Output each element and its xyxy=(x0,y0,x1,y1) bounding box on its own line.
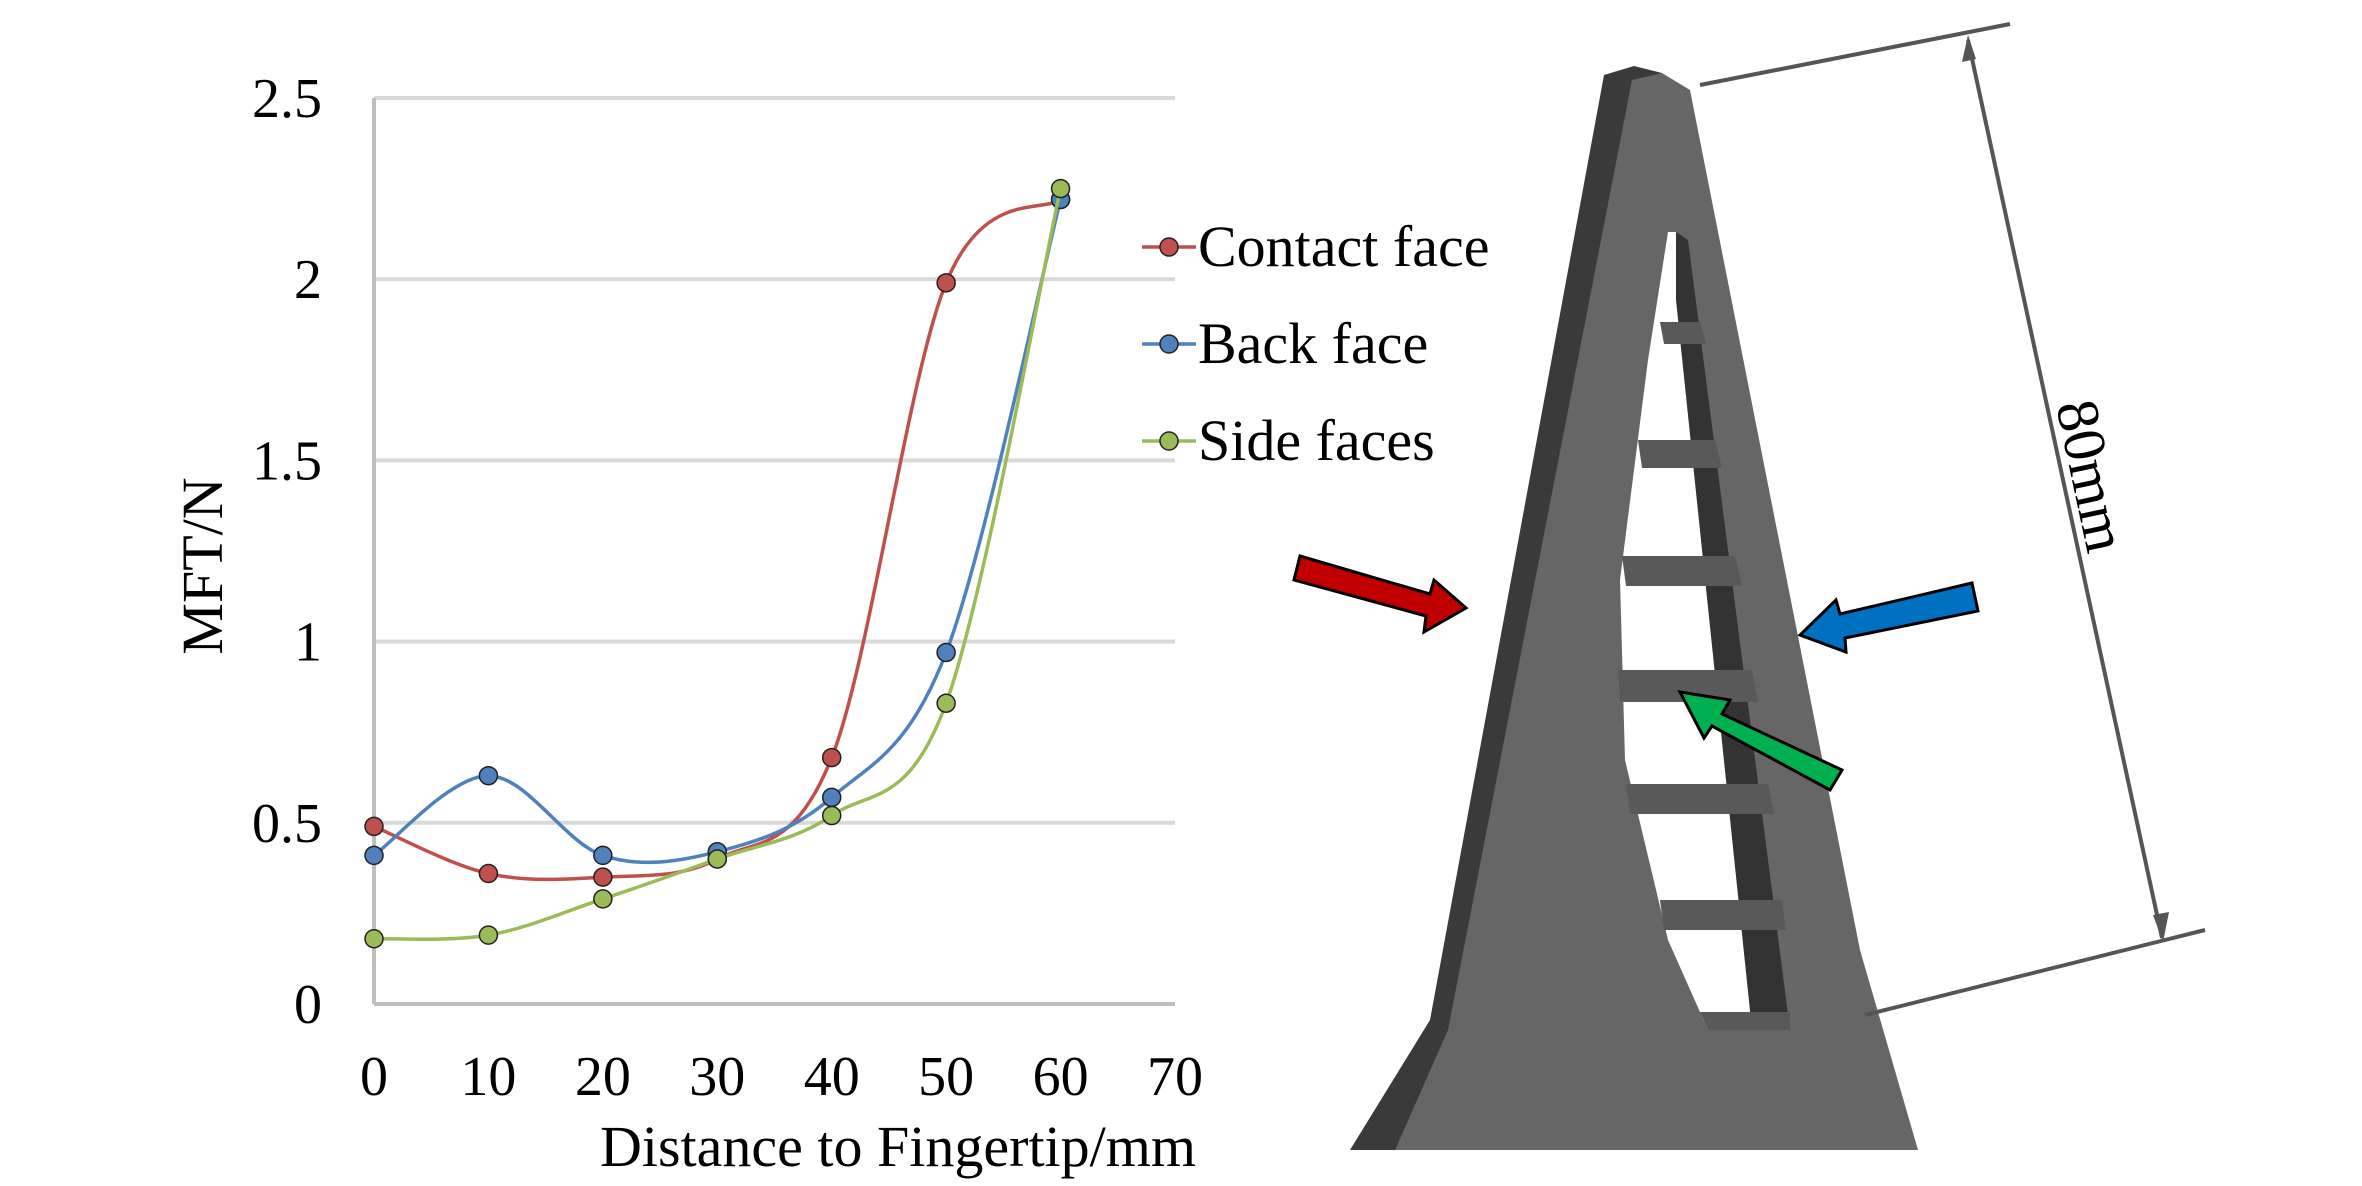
x-tick-labels: 0 10 20 30 40 50 60 70 xyxy=(360,1046,1203,1108)
data-point xyxy=(1050,178,1071,199)
legend-item: Contact face xyxy=(1142,214,1489,279)
data-point xyxy=(364,929,384,949)
series-layer xyxy=(364,178,1071,949)
data-point xyxy=(936,642,956,663)
data-point xyxy=(478,765,499,786)
back-face-force-arrow xyxy=(1797,581,1980,655)
data-point xyxy=(364,845,384,866)
data-point xyxy=(478,863,499,884)
data-point xyxy=(593,845,613,866)
y-tick-label: 2.5 xyxy=(252,68,322,130)
finger-ribs xyxy=(1618,322,1790,1030)
legend-swatch-marker xyxy=(1159,431,1179,451)
data-point xyxy=(936,693,956,713)
dimension-annotation xyxy=(1699,22,2206,1017)
gripper-finger-illustration: 80mm xyxy=(1292,22,2206,1150)
series-side-faces xyxy=(364,178,1071,949)
x-axis-title: Distance to Fingertip/mm xyxy=(600,1114,1196,1179)
data-point xyxy=(707,849,728,869)
legend-item: Side faces xyxy=(1142,408,1435,473)
x-tick-label: 70 xyxy=(1147,1046,1203,1108)
slot-inner-wall xyxy=(1676,232,1790,1030)
dimension-arrowhead-bottom xyxy=(2153,912,2169,942)
series-contact-face xyxy=(364,189,1071,887)
y-tick-label: 1 xyxy=(294,612,322,674)
series-line xyxy=(372,199,1063,865)
dimension-arrowhead-top xyxy=(1962,35,1976,62)
legend-label: Back face xyxy=(1198,311,1428,376)
y-axis-title: MFT/N xyxy=(170,477,235,654)
data-point xyxy=(593,889,613,909)
legend-label: Side faces xyxy=(1198,408,1435,473)
data-point xyxy=(478,925,499,945)
legend: Contact face Back face Side faces xyxy=(1142,214,1489,473)
legend-item: Back face xyxy=(1142,311,1428,376)
y-tick-label: 1.5 xyxy=(252,430,322,492)
line-chart: 0 0.5 1 1.5 2 2.5 0 10 20 30 40 50 60 70 MFT/N Dista… xyxy=(170,68,1489,1179)
data-point xyxy=(821,787,842,808)
x-tick-label: 50 xyxy=(918,1046,974,1108)
x-tick-label: 30 xyxy=(689,1046,745,1108)
y-tick-label: 2 xyxy=(294,249,322,311)
x-tick-label: 10 xyxy=(460,1046,516,1108)
side-face-force-arrow xyxy=(1677,690,1845,793)
x-tick-label: 0 xyxy=(360,1046,388,1108)
y-tick-labels: 0 0.5 1 1.5 2 2.5 xyxy=(252,68,322,1036)
dimension-label: 80mm xyxy=(2043,394,2139,558)
x-tick-label: 60 xyxy=(1033,1046,1089,1108)
legend-swatch-marker xyxy=(1159,237,1179,257)
data-point xyxy=(821,747,842,768)
series-line xyxy=(373,188,1063,941)
legend-label: Contact face xyxy=(1198,214,1489,279)
legend-swatch-marker xyxy=(1159,334,1179,354)
y-tick-label: 0.5 xyxy=(252,793,322,855)
data-point xyxy=(936,273,956,293)
data-point xyxy=(364,816,384,837)
y-tick-label: 0 xyxy=(294,974,322,1036)
x-tick-label: 20 xyxy=(575,1046,631,1108)
data-point xyxy=(593,867,613,887)
contact-face-force-arrow xyxy=(1292,554,1469,635)
data-point xyxy=(821,805,842,826)
series-back-face xyxy=(364,189,1071,866)
x-tick-label: 40 xyxy=(804,1046,860,1108)
